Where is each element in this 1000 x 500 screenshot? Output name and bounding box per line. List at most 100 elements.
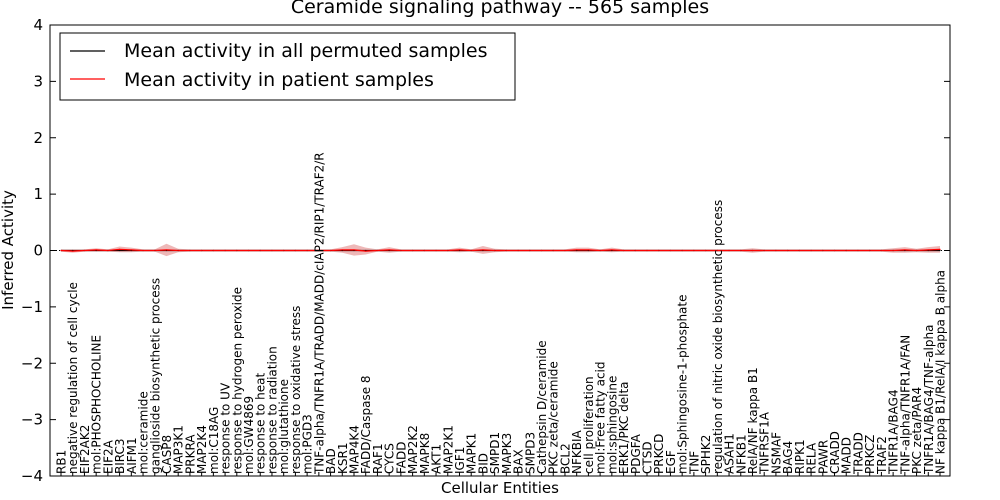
legend: Mean activity in all permuted samples Me…: [59, 32, 516, 101]
y-tick-label: −3: [21, 411, 43, 429]
data-point-patient: [540, 249, 543, 252]
legend-label-permuted: Mean activity in all permuted samples: [124, 40, 487, 62]
y-tick-label: −2: [21, 354, 43, 372]
data-point-patient: [693, 249, 695, 252]
x-tick-label: EIF2A: [101, 439, 115, 474]
data-point-patient: [622, 249, 625, 252]
data-point-patient: [787, 249, 789, 252]
y-axis: −4 −3 −2 −1 0 1 2 3 4: [21, 16, 950, 485]
data-point-patient: [505, 249, 507, 252]
x-tick-label: response to radiation: [265, 346, 279, 474]
x-tick-label: BAG4: [781, 441, 795, 474]
data-point-patient: [599, 249, 601, 252]
x-tick-label: mol:sphingosine: [605, 376, 619, 474]
x-tick-label: MAPK1: [465, 433, 479, 474]
x-tick-label: CASP8: [160, 435, 174, 474]
y-tick-label: 0: [33, 242, 43, 260]
data-point-patient: [892, 249, 894, 252]
y-tick-label: 2: [33, 129, 43, 147]
x-tick-label: MAP2K1: [441, 425, 455, 474]
series-layer: [60, 248, 941, 252]
x-tick-label: FADD/Caspase 8: [359, 375, 373, 474]
x-tick-label: TRAF2: [875, 436, 889, 475]
x-tick-label: MAP2K4: [195, 425, 209, 474]
data-point-patient: [271, 249, 273, 252]
data-point-patient: [95, 249, 97, 251]
data-point-patient: [412, 249, 414, 252]
x-tick-label: cell proliferation: [582, 376, 596, 474]
y-axis-title: Inferred Activity: [0, 190, 17, 310]
data-point-patient: [470, 249, 472, 252]
data-point-patient: [353, 249, 355, 251]
x-tick-label: CRADD: [828, 431, 842, 474]
data-point-patient: [458, 249, 461, 251]
data-point-patient: [400, 249, 402, 252]
data-point-patient: [189, 249, 191, 252]
x-tick-label: TNF-alpha/TNFR1A/TRADD/MADD/cIAP2/RIP1/T…: [312, 152, 326, 475]
data-point-patient: [318, 249, 320, 252]
data-point-patient: [224, 249, 226, 252]
x-tick-label: MAP2K2: [406, 425, 420, 474]
x-tick-label: AIFM1: [125, 437, 139, 474]
data-point-patient: [658, 249, 660, 252]
x-tick-label: TNFR1A/BAG4/TNF-alpha: [922, 325, 936, 475]
x-tick-label: mol:glutathione: [277, 379, 291, 474]
x-tick-label: CYCS: [383, 443, 397, 474]
x-tick-label: PKC zeta/ceramide: [547, 361, 561, 474]
data-point-patient: [482, 249, 484, 251]
x-tick-label: ganglioside biosynthetic process: [148, 278, 162, 474]
data-point-patient: [845, 249, 847, 252]
x-tick-label: TNF: [687, 451, 701, 475]
data-point-patient: [212, 249, 214, 252]
data-point-patient: [552, 249, 554, 252]
data-point-patient: [751, 249, 754, 252]
data-point-patient: [833, 249, 836, 252]
data-point-patient: [810, 249, 812, 252]
data-point-patient: [142, 249, 144, 252]
x-tick-label: RELA: [805, 442, 819, 474]
x-tick-label: CTSD: [641, 441, 655, 474]
data-point-patient: [869, 249, 871, 252]
data-point-permuted: [939, 249, 941, 252]
data-point-patient: [72, 250, 74, 252]
x-tick-label: response to hydrogen peroxide: [230, 287, 244, 474]
x-tick-label: BCL2: [558, 443, 572, 474]
x-tick-label: RB1: [55, 450, 69, 474]
data-point-patient: [154, 249, 156, 252]
data-point-patient: [634, 249, 636, 252]
data-point-patient: [705, 249, 707, 252]
data-point-patient: [294, 249, 296, 252]
y-tick-label: 1: [33, 185, 43, 203]
x-tick-label: mol:GW4869: [242, 396, 256, 474]
data-point-patient: [388, 249, 390, 251]
x-tick-label: ASAH1: [723, 433, 737, 474]
data-point-patient: [775, 249, 777, 252]
x-tick-label: SMPD3: [523, 432, 537, 474]
data-point-patient: [119, 248, 121, 250]
data-point-patient: [681, 249, 683, 252]
x-tick-label: PRKRA: [183, 434, 197, 474]
x-tick-label: PKC zeta/PAR4: [910, 387, 924, 474]
x-tick-label: MAP4K4: [348, 425, 362, 474]
x-tick-label: regulation of nitric oxide biosynthetic …: [711, 200, 725, 474]
x-tick-label: TNF-alpha/TNFR1A/FAN: [898, 335, 912, 475]
data-point-patient: [669, 249, 672, 252]
data-point-patient: [376, 249, 379, 252]
x-tick-label: NSMAF: [769, 432, 783, 474]
x-tick-label: response to heat: [254, 372, 268, 474]
data-point-patient: [587, 249, 590, 251]
data-point-patient: [83, 249, 86, 252]
x-tick-label: NFKBIA: [570, 429, 584, 474]
data-point-patient: [798, 249, 800, 252]
data-point-patient: [306, 249, 308, 252]
data-point-patient: [822, 249, 824, 252]
x-tick-label: mol:ceramide: [137, 391, 151, 474]
data-point-patient: [283, 249, 285, 252]
y-tick-label: 4: [33, 16, 43, 34]
data-point-patient: [517, 249, 519, 252]
x-tick-label: BIRC3: [113, 438, 127, 474]
x-tick-label: EIF2AK2: [78, 425, 92, 474]
x-tick-label: PDGFA: [629, 433, 643, 474]
x-tick-label: BAD: [324, 448, 338, 474]
